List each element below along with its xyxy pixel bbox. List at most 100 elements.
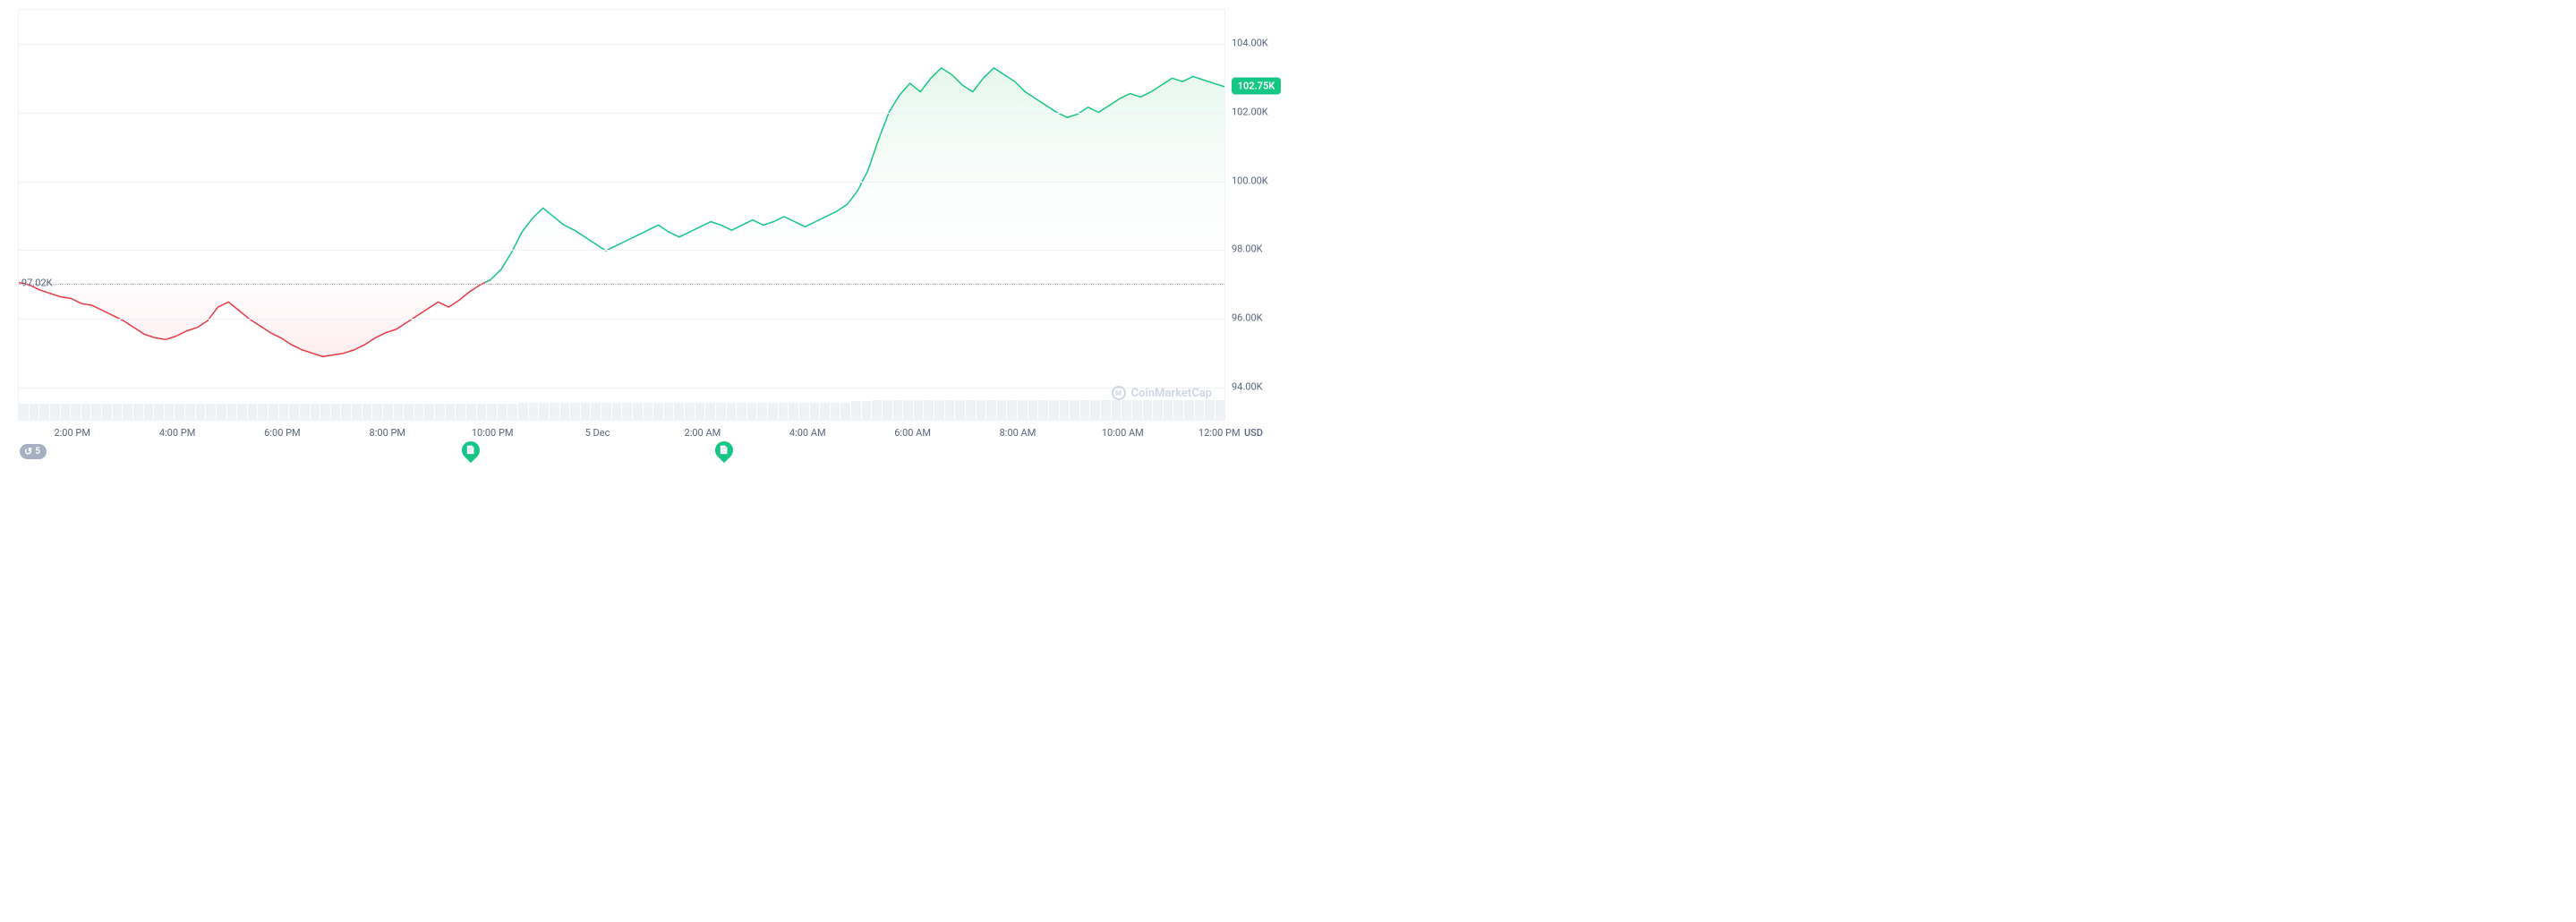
gridline [19, 182, 1224, 183]
volume-bar [1060, 400, 1070, 420]
volume-bar [539, 403, 549, 420]
volume-bar [747, 403, 757, 420]
volume-bar [862, 401, 872, 420]
volume-bar [840, 403, 850, 420]
volume-bar [1143, 400, 1153, 420]
volume-bar [664, 403, 674, 420]
gridline [19, 44, 1224, 45]
y-axis-label: 98.00K [1232, 243, 1281, 255]
volume-bar [248, 404, 258, 420]
x-axis-label: 5 Dec [585, 427, 610, 439]
volume-bar [144, 404, 154, 420]
volume-bar [893, 400, 903, 420]
volume-bar [799, 403, 809, 420]
gridline [19, 250, 1224, 251]
volume-bar [175, 404, 184, 420]
volume-bar [633, 403, 643, 420]
volume-bar [1090, 400, 1100, 420]
volume-bar [341, 404, 351, 420]
volume-bar [1018, 400, 1028, 420]
volume-bar [757, 403, 767, 420]
news-marker[interactable]: 📄 [458, 438, 483, 463]
x-axis-label: 10:00 PM [472, 427, 514, 439]
y-axis-label: 104.00K [1232, 38, 1281, 49]
volume-bar [508, 404, 517, 420]
volume-bar [30, 404, 39, 420]
volume-bar [394, 404, 404, 420]
volume-bar [591, 403, 601, 420]
volume-bar [529, 403, 539, 420]
volume-bar [1195, 400, 1205, 420]
volume-bar [872, 400, 882, 420]
volume-bar [903, 400, 913, 420]
baseline-dotted [19, 284, 1224, 285]
volume-bar [404, 404, 414, 420]
volume-bar [1184, 400, 1194, 420]
news-marker[interactable]: 📄 [712, 438, 737, 463]
x-axis-label: 8:00 PM [370, 427, 405, 439]
volume-bar [924, 400, 934, 420]
volume-bars [19, 397, 1224, 420]
volume-bar [789, 403, 798, 420]
volume-bar [612, 403, 622, 420]
x-axis-label: 6:00 PM [264, 427, 300, 439]
volume-bar [91, 404, 101, 420]
volume-bar [196, 404, 206, 420]
volume-bar [414, 404, 424, 420]
volume-bar [768, 403, 778, 420]
plot-area[interactable] [18, 9, 1225, 421]
x-axis-label: 4:00 PM [159, 427, 195, 439]
volume-bar [934, 400, 944, 420]
volume-bar [997, 400, 1007, 420]
volume-bar [1164, 400, 1173, 420]
watermark: M CoinMarketCap [1112, 386, 1212, 400]
volume-bar [518, 403, 528, 420]
volume-bar [269, 404, 278, 420]
volume-bar [1080, 400, 1090, 420]
y-axis-label: 102.00K [1232, 107, 1281, 118]
volume-bar [601, 403, 611, 420]
volume-bar [1215, 400, 1225, 420]
volume-bar [363, 404, 372, 420]
volume-bar [61, 404, 71, 420]
volume-bar [1122, 400, 1131, 420]
volume-bar [320, 404, 330, 420]
volume-bar [154, 404, 164, 420]
x-axis-label: 10:00 AM [1102, 427, 1144, 439]
volume-bar [1101, 400, 1111, 420]
x-axis-label: 6:00 AM [894, 427, 931, 439]
volume-bar [206, 404, 216, 420]
volume-bar [498, 404, 508, 420]
volume-bar [977, 400, 986, 420]
volume-bar [237, 404, 247, 420]
x-axis-label: 2:00 PM [54, 427, 90, 439]
volume-bar [279, 404, 289, 420]
y-axis-label: 100.00K [1232, 175, 1281, 186]
volume-bar [19, 404, 29, 420]
volume-bar [550, 403, 559, 420]
volume-bar [435, 404, 445, 420]
history-badge[interactable]: 5 [20, 444, 47, 459]
volume-bar [810, 403, 820, 420]
watermark-text: CoinMarketCap [1131, 387, 1212, 400]
volume-bar [383, 404, 393, 420]
document-icon: 📄 [720, 446, 729, 455]
volume-bar [570, 403, 580, 420]
document-icon: 📄 [465, 446, 475, 455]
volume-bar [477, 404, 487, 420]
history-icon [24, 446, 32, 457]
volume-bar [102, 404, 112, 420]
volume-bar [165, 404, 175, 420]
volume-bar [914, 400, 924, 420]
volume-bar [674, 403, 684, 420]
volume-bar [685, 403, 695, 420]
volume-bar [1070, 400, 1079, 420]
volume-bar [727, 403, 737, 420]
volume-bar [289, 404, 299, 420]
volume-bar [123, 404, 132, 420]
volume-bar [966, 400, 976, 420]
volume-bar [1112, 400, 1122, 420]
volume-bar [227, 404, 237, 420]
volume-bar [622, 403, 632, 420]
volume-bar [737, 403, 746, 420]
